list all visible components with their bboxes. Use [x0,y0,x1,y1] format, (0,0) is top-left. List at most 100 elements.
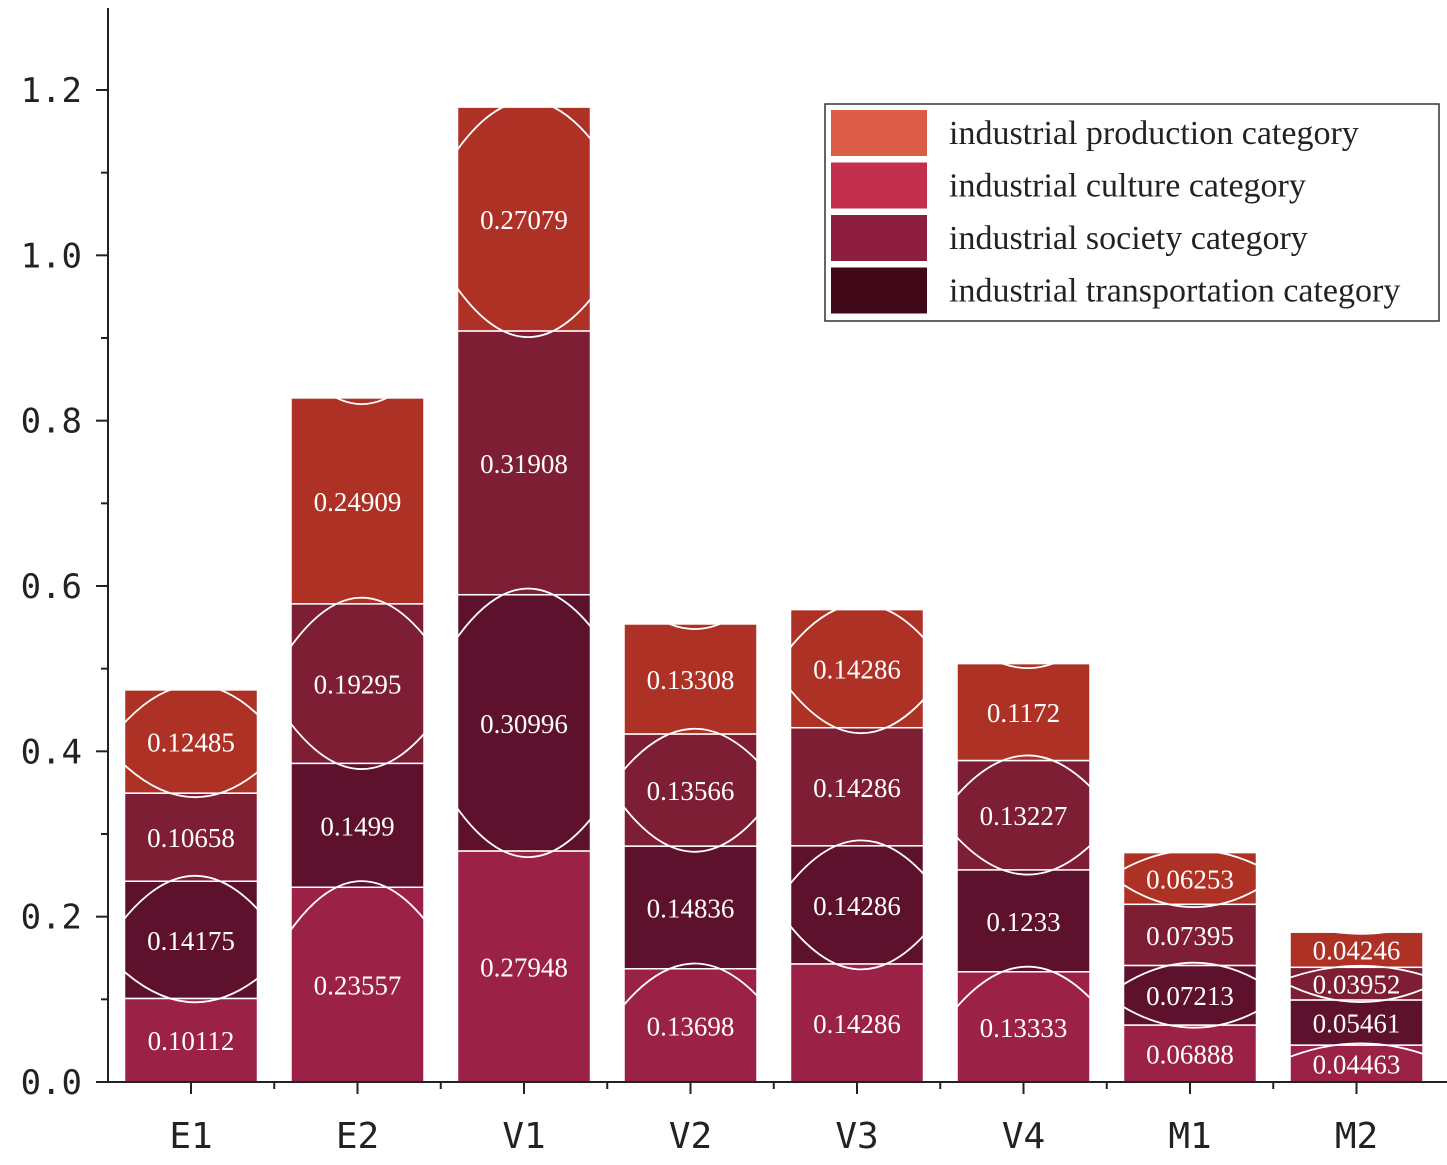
segment-value-label-M1-3: 0.06253 [1146,864,1234,894]
decorative-curve [615,727,766,780]
decorative-curve [115,684,267,733]
bar-segment-V1-1 [456,593,592,852]
decorative-curve [448,796,600,859]
decorative-curve [115,756,267,798]
bar-segment-M1-0 [1122,1024,1258,1083]
segment-value-label-E1-0: 0.10112 [148,1026,235,1056]
segment-value-label-V1-1: 0.30996 [480,709,568,739]
x-category-label: E2 [336,1116,379,1157]
legend-entry-label: industrial society category [949,220,1308,257]
decorative-curve [448,100,600,162]
segment-value-label-V1-3: 0.27079 [480,205,568,235]
x-category-label: V2 [669,1116,712,1157]
segment-value-label-V4-3: 0.1172 [987,698,1060,728]
bar-segment-V4-3 [956,662,1091,762]
segment-value-label-V3-1: 0.14286 [813,891,901,921]
segment-value-label-M2-2: 0.03952 [1313,970,1401,1000]
decorative-curve [282,712,433,770]
decorative-curve [781,915,933,971]
segment-value-label-E2-3: 0.24909 [314,487,402,517]
bar-segment-M2-0 [1289,1044,1424,1083]
decorative-curve [948,623,1099,669]
bar-segment-V4-0 [956,971,1091,1083]
bar-segment-E1-3 [123,689,259,794]
segment-value-label-V2-2: 0.13566 [647,776,735,806]
segment-value-label-M2-3: 0.04246 [1313,936,1401,966]
bar-segment-E1-0 [123,997,259,1083]
decorative-curve [282,596,433,659]
segment-value-label-V4-0: 0.13333 [980,1013,1068,1043]
decorative-curve [615,962,766,1016]
bar-segment-V2-2 [623,733,758,847]
decorative-curve [1114,878,1265,908]
legend-entry-label: industrial culture category [949,168,1306,205]
y-tick-label: 1.2 [21,71,82,111]
bar-segment-E2-1 [290,762,425,889]
legend: industrial production category industrial… [824,103,1440,322]
decorative-curve [1281,917,1432,935]
bar-segment-E2-2 [290,603,425,765]
bar-segment-V3-0 [789,963,925,1083]
y-tick-label: 1.0 [21,236,82,276]
x-category-label: M2 [1335,1116,1378,1157]
decorative-curves-layer [115,100,1432,1061]
legend-box [824,103,1440,322]
decorative-curve [1281,980,1432,1003]
bar-segment-V3-1 [789,845,925,965]
segment-value-label-E2-1: 0.1499 [320,811,394,841]
x-category-label: V4 [1002,1116,1045,1157]
bar-segment-V1-2 [456,330,592,596]
segment-value-label-V2-1: 0.14836 [647,893,735,923]
bar-segment-M2-1 [1289,999,1424,1046]
y-tick-label: 0.0 [21,1063,82,1103]
segment-value-label-E1-2: 0.10658 [147,823,235,853]
decorative-curve [781,839,933,895]
y-tick-label: 0.2 [21,898,82,938]
legend-swatch [831,162,927,209]
decorative-curve [1114,961,1265,991]
segment-value-label-V3-3: 0.14286 [813,655,901,685]
segment-value-label-M2-0: 0.04463 [1313,1050,1401,1080]
decorative-curve [448,276,600,339]
y-tick-label: 0.8 [21,402,82,442]
decorative-curve [615,578,766,630]
segment-value-label-V2-0: 0.13698 [647,1011,735,1041]
segment-value-label-V4-1: 0.1233 [986,907,1060,937]
decorative-curve [1115,1001,1265,1029]
bar-segment-E2-0 [290,886,425,1083]
bar-segment-E1-1 [123,880,259,1000]
bar-segment-M1-1 [1122,964,1258,1026]
decorative-curve [781,603,933,658]
x-category-label: M1 [1168,1116,1211,1157]
segment-value-label-V3-0: 0.14286 [813,1009,901,1039]
segment-value-label-V1-2: 0.31908 [480,449,568,479]
decorative-curve [781,679,933,735]
legend-swatch [831,110,927,156]
decorative-curve [1115,849,1265,875]
bar-segment-M1-2 [1122,903,1258,967]
bar-segment-V3-2 [789,726,925,847]
bar-segment-V1-3 [456,106,592,332]
segment-value-label-V1-0: 0.27948 [480,952,568,982]
decorative-curve [282,880,433,942]
decorative-curve [115,874,267,930]
segment-value-label-E1-3: 0.12485 [147,728,235,758]
bar-segment-E2-3 [290,397,425,605]
decorative-curve [948,965,1099,1017]
x-category-label: E1 [169,1116,212,1157]
segment-value-label-V4-2: 0.13227 [980,801,1068,831]
bar-segment-V2-0 [623,968,758,1083]
decorative-curve [615,795,766,853]
decorative-curve [115,963,267,1004]
segment-value-label-E2-2: 0.19295 [314,670,402,700]
segment-value-label-M1-2: 0.07395 [1146,921,1234,951]
decorative-curve [448,587,600,650]
legend-entry-label: industrial transportation category [949,273,1400,310]
segment-value-label-E2-0: 0.23557 [314,971,402,1001]
decorative-curve [282,343,433,405]
legend-entry-label: industrial production category [949,115,1359,152]
decorative-curve [948,754,1099,806]
bars-layer [123,106,1424,1083]
segment-value-label-E1-1: 0.14175 [147,926,235,956]
